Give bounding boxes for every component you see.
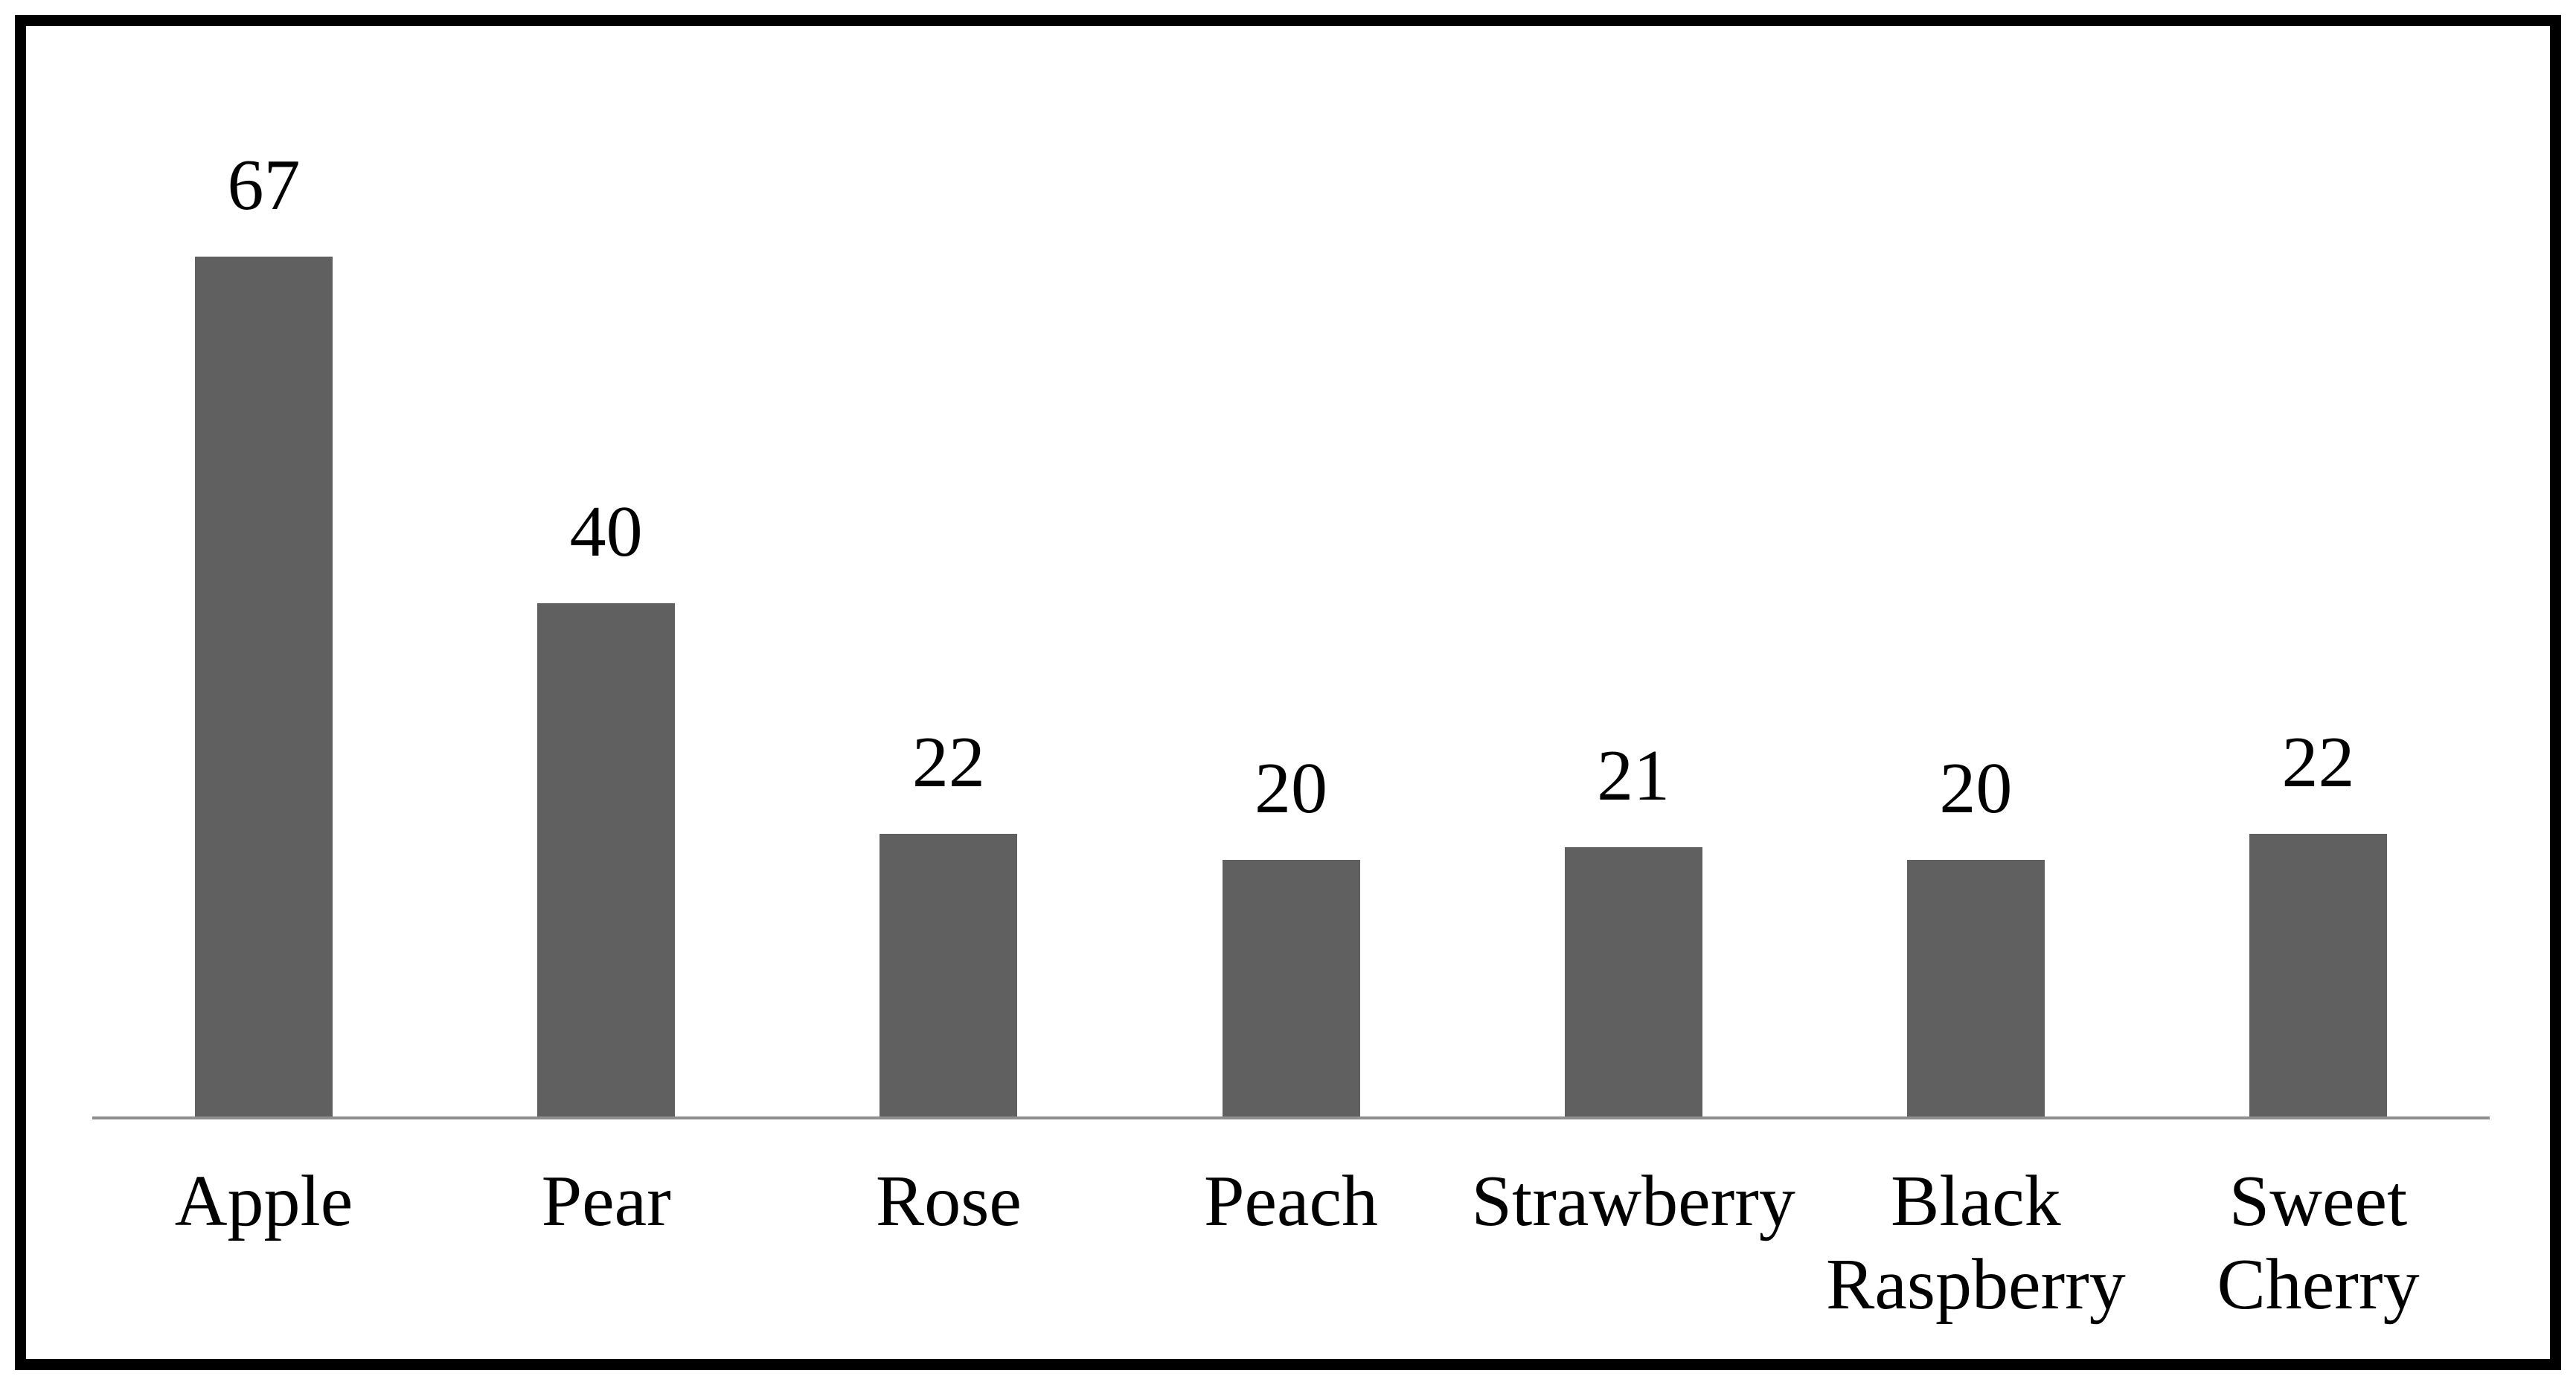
bar-strawberry [1564,847,1702,1116]
bar-pear [537,603,676,1116]
category-label-black-raspberry: Black Raspberry [1825,1161,2126,1325]
bar-value-label-strawberry: 21 [1597,736,1670,816]
category-label-apple: Apple [174,1161,353,1241]
bar-sweet-cherry [2249,834,2388,1116]
bar-peach [1222,860,1360,1116]
bar-value-label-apple: 67 [227,145,301,225]
category-label-pear: Pear [541,1161,671,1241]
bar-apple [195,257,333,1116]
bar-value-label-rose: 22 [911,722,985,803]
bar-rose [880,834,1018,1116]
bar-value-label-peach: 20 [1255,748,1327,829]
category-label-rose: Rose [875,1161,1022,1241]
x-axis-line [92,1116,2490,1119]
bar-value-label-sweet-cherry: 22 [2281,722,2355,803]
chart-frame [15,15,2561,1370]
category-label-sweet-cherry: Sweet Cherry [2217,1161,2420,1325]
bar-black-raspberry [1906,860,2045,1116]
category-label-peach: Peach [1204,1161,1378,1241]
bar-value-label-black-raspberry: 20 [1939,748,2013,829]
bar-value-label-pear: 40 [569,492,643,572]
category-label-strawberry: Strawberry [1471,1161,1795,1241]
